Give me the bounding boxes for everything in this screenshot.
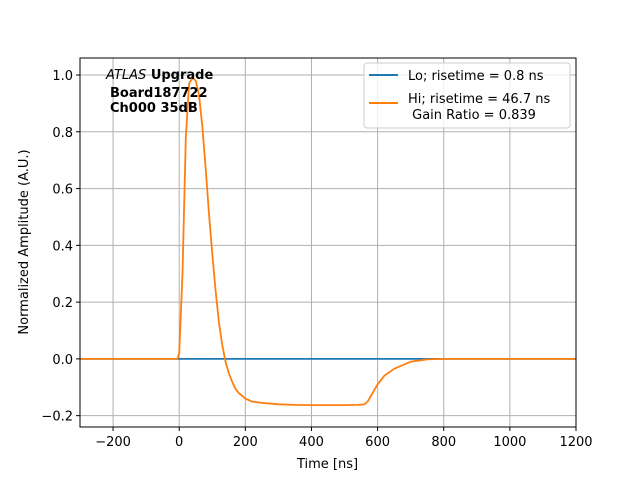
plot-frame [79,57,577,428]
y-tick-label: 0.6 [52,183,73,198]
plot-lines [80,77,576,407]
x-axis-label: Time [ns] [296,457,358,472]
legend-label-hi-gain: Gain Ratio = 0.839 [408,108,536,123]
hi-series-line [80,77,576,407]
y-tick-label: 0.4 [52,239,73,254]
x-tick-label: −200 [95,435,131,450]
x-tick-label: 1000 [493,435,526,450]
legend-label-lo: Lo; risetime = 0.8 ns [408,69,544,84]
annotation-line-1: ATLAS Upgrade [105,68,213,83]
x-tick-label: 1200 [559,435,592,450]
legend-box [363,62,571,129]
x-axis-ticks: −200 0 200 400 600 800 1000 1200 [95,427,593,450]
x-tick-label: 600 [365,435,390,450]
x-tick-label: 200 [233,435,258,450]
y-tick-label: 0.2 [52,296,73,311]
x-tick-label: 800 [431,435,456,450]
atlas-label: ATLAS [105,68,146,83]
legend-label-hi: Hi; risetime = 46.7 ns [408,92,550,107]
x-tick-label: 400 [299,435,324,450]
annotation-board: Board187722 [110,86,208,101]
upgrade-label: Upgrade [151,68,214,83]
y-axis-ticks: −0.2 0.0 0.2 0.4 0.6 0.8 1.0 [41,69,80,425]
x-tick-label: 0 [175,435,183,450]
legend: Lo; risetime = 0.8 ns Hi; risetime = 46.… [363,62,571,129]
y-tick-label: 1.0 [52,69,73,84]
y-axis-label: Normalized Amplitude (A.U.) [17,149,32,334]
y-tick-label: 0.0 [52,353,73,368]
annotation-channel: Ch000 35dB [110,101,198,116]
y-tick-label: −0.2 [41,410,73,425]
experiment-annotation: ATLAS Upgrade Board187722 Ch000 35dB [105,68,213,116]
y-tick-label: 0.8 [52,126,73,141]
